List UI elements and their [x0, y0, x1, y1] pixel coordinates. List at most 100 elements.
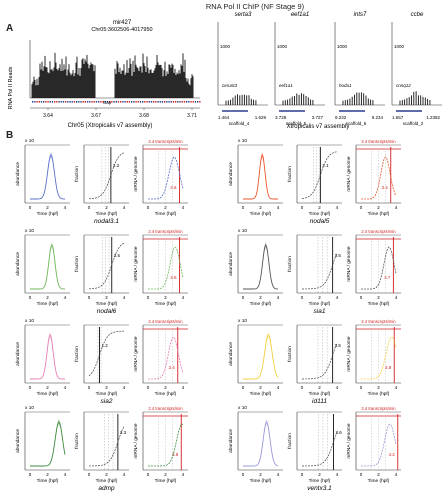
- mini-track-coord-right: 1.2382: [426, 115, 440, 120]
- gene-track-mark: [124, 101, 126, 103]
- panel-a-track-locus: Chr05:3602506-4017950: [91, 27, 152, 33]
- panel-b-label: B: [6, 130, 13, 141]
- abundance-plot-ylabel: abundance: [228, 252, 234, 276]
- fraction-plot-xtick-label: 4: [123, 295, 126, 300]
- abundance-exp-label: x 10: [238, 138, 247, 144]
- abundance-plot-xtick-label: 0: [29, 205, 32, 210]
- rate-plot-xtick-label: 4: [182, 205, 185, 210]
- fraction-plot-xtick-label: 0: [301, 205, 304, 210]
- gene-track-mark: [126, 101, 128, 103]
- abundance-curve: [30, 421, 66, 467]
- gene-track-mark: [188, 101, 190, 103]
- fraction-plot-xlabel: Time (hpf): [96, 478, 118, 484]
- abundance-exp-label: x 10: [238, 318, 247, 324]
- fraction-plot-xtick-label: 2: [318, 295, 321, 300]
- fraction-marker-label: 3.6: [336, 430, 343, 435]
- fraction-plot-xtick-label: 4: [336, 295, 339, 300]
- abundance-plot-ylabel-group: abundance: [15, 342, 21, 366]
- abundance-curve: [243, 421, 279, 467]
- gene-track-mark: [58, 101, 60, 103]
- rate-annotation: 2.4 transcripts/min: [361, 406, 396, 411]
- rate-marker-label: 3.8: [172, 452, 179, 457]
- mini-track-coord-left: 1.657: [392, 115, 404, 120]
- gene-track-mark: [190, 101, 192, 103]
- gene-track-mark: [67, 101, 69, 103]
- abundance-plot-xtick-label: 2: [259, 295, 262, 300]
- abundance-plot-xtick-label: 4: [64, 385, 67, 390]
- fraction-marker-label: 2.5: [114, 253, 121, 258]
- rate-plot-ylabel: mRNA / genome: [346, 336, 352, 372]
- mini-track-scaffold: scaffold_6: [346, 121, 367, 126]
- gene-track-mark: [128, 101, 131, 103]
- abundance-band: [30, 332, 65, 379]
- rate-plot-ylabel: mRNA / genome: [133, 246, 139, 282]
- abundance-curve: [30, 334, 66, 380]
- mini-track-coord-left: 3.728: [275, 115, 287, 120]
- abundance-plot-xtick-label: 2: [259, 472, 262, 477]
- fraction-plot-xtick-label: 2: [105, 205, 108, 210]
- rate-marker-label: 3.6: [170, 275, 177, 280]
- main-track-xtick-label: 3.71: [187, 113, 197, 119]
- abundance-plot-xtick-label: 0: [242, 205, 245, 210]
- fraction-plot-ylabel-group: fraction: [74, 346, 80, 362]
- mini-track-scaffold: scaffold_5: [286, 121, 307, 126]
- panel-a-ylabel-group: RNA Pol II Reads: [8, 66, 14, 109]
- gene-track-mark: [111, 101, 113, 103]
- rate-plot-xtick-label: 2: [377, 205, 380, 210]
- fraction-plot-xtick-label: 0: [88, 295, 91, 300]
- fraction-plot-xtick-label: 4: [123, 472, 126, 477]
- abundance-band: [30, 419, 65, 466]
- panel-a-gap-label: Gap: [103, 100, 112, 105]
- gene-track-mark: [84, 101, 87, 103]
- fraction-plot-xtick-label: 0: [301, 295, 304, 300]
- abundance-plot-xtick-label: 0: [242, 295, 245, 300]
- fraction-curve: [301, 151, 338, 199]
- gene-track-mark: [144, 101, 146, 103]
- abundance-curve: [243, 153, 279, 200]
- rate-plot-xtick-label: 0: [360, 295, 363, 300]
- gene-track-mark: [115, 101, 117, 103]
- gene-track-mark: [137, 101, 139, 103]
- abundance-plot-xtick-label: 2: [46, 205, 49, 210]
- gene-track-mark: [56, 101, 58, 103]
- abundance-plot-ylabel-group: abundance: [15, 252, 21, 276]
- abundance-plot-xtick-label: 2: [46, 472, 49, 477]
- abundance-plot-xtick-label: 0: [29, 295, 32, 300]
- gene-name-label: id111: [312, 398, 327, 405]
- fraction-plot-xtick-label: 4: [336, 205, 339, 210]
- rate-plot-xlabel: Time (hpf): [368, 301, 390, 307]
- fraction-plot-xtick-label: 0: [88, 205, 91, 210]
- gene-track-mark: [170, 101, 172, 103]
- abundance-plot-xtick-label: 0: [29, 472, 32, 477]
- rate-curve: [148, 423, 184, 467]
- fraction-plot-xtick-label: 2: [105, 385, 108, 390]
- fraction-marker-label: 3.5: [335, 343, 342, 348]
- abundance-plot-xtick-label: 4: [64, 295, 67, 300]
- abundance-plot-ylabel: abundance: [15, 252, 21, 276]
- rate-plot-xtick-label: 0: [147, 205, 150, 210]
- rate-plot-xtick-label: 2: [164, 385, 167, 390]
- fraction-curve: [88, 330, 125, 377]
- gene-track-mark: [183, 101, 186, 103]
- fraction-plot-ylabel: fraction: [287, 256, 293, 272]
- gene-track-mark: [194, 101, 197, 103]
- rate-plot-ylabel-group: mRNA / genome: [346, 246, 352, 282]
- fraction-plot-xlabel: Time (hpf): [309, 391, 331, 397]
- gene-name-label: nodal6: [97, 308, 117, 315]
- abundance-plot-xlabel: Time (hpf): [37, 211, 59, 217]
- mini-track-ymax: 1000: [277, 44, 288, 49]
- gene-track-mark: [100, 101, 102, 103]
- fraction-marker-label: 2.2: [113, 163, 120, 168]
- gene-track-mark: [80, 101, 82, 103]
- fraction-plot-xlabel: Time (hpf): [96, 301, 118, 307]
- rate-marker-label: 4.2: [388, 452, 395, 457]
- gene-track-mark: [181, 101, 183, 103]
- gene-track-mark: [38, 101, 40, 103]
- gene-track-mark: [172, 101, 175, 103]
- gene-track-mark: [133, 101, 135, 103]
- fraction-curve: [301, 342, 338, 380]
- fraction-plot-xtick-label: 4: [123, 205, 126, 210]
- abundance-plot-ylabel-group: abundance: [228, 429, 234, 453]
- fraction-plot-ylabel: fraction: [74, 433, 80, 449]
- gene-track-mark: [148, 101, 150, 103]
